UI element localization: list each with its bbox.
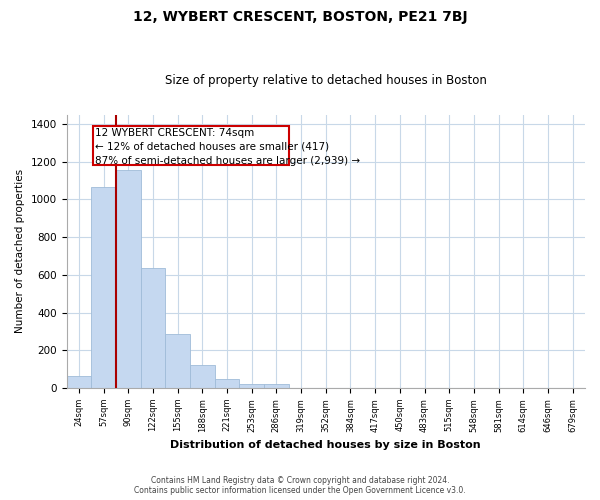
- Bar: [165, 334, 190, 388]
- Y-axis label: Number of detached properties: Number of detached properties: [15, 169, 25, 334]
- Text: Contains HM Land Registry data © Crown copyright and database right 2024.
Contai: Contains HM Land Registry data © Crown c…: [134, 476, 466, 495]
- Bar: [140, 268, 165, 388]
- Bar: [264, 384, 289, 388]
- Title: Size of property relative to detached houses in Boston: Size of property relative to detached ho…: [165, 74, 487, 87]
- Text: 12, WYBERT CRESCENT, BOSTON, PE21 7BJ: 12, WYBERT CRESCENT, BOSTON, PE21 7BJ: [133, 10, 467, 24]
- Bar: [190, 366, 215, 388]
- Bar: [67, 376, 91, 388]
- FancyBboxPatch shape: [93, 126, 289, 164]
- Bar: [239, 384, 264, 388]
- Text: 12 WYBERT CRESCENT: 74sqm
← 12% of detached houses are smaller (417)
87% of semi: 12 WYBERT CRESCENT: 74sqm ← 12% of detac…: [95, 128, 361, 166]
- X-axis label: Distribution of detached houses by size in Boston: Distribution of detached houses by size …: [170, 440, 481, 450]
- Bar: [116, 170, 140, 388]
- Bar: [91, 187, 116, 388]
- Bar: [215, 379, 239, 388]
